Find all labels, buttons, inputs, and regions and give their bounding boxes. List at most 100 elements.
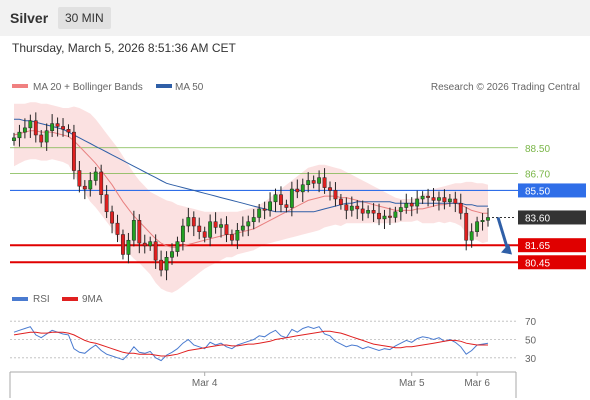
level-label-80.45: 80.45: [518, 255, 586, 270]
candle: [230, 229, 234, 246]
candle: [257, 203, 262, 223]
candle: [126, 232, 131, 264]
candle: [366, 205, 371, 219]
level-value: 83.60: [525, 213, 550, 224]
candle: [110, 205, 114, 234]
candle: [224, 216, 229, 243]
candle: [115, 214, 120, 243]
candle: [148, 236, 153, 251]
ma50-line: [14, 118, 488, 213]
candle: [28, 114, 33, 138]
candle: [262, 201, 267, 220]
candle: [382, 209, 387, 229]
candle: [202, 226, 207, 243]
legend-swatch-ma20: [12, 84, 28, 88]
candle: [66, 124, 71, 138]
candle: [475, 216, 480, 237]
legend-label-ma50: MA 50: [175, 82, 204, 93]
copyright-text: Research © 2026 Trading Central: [431, 82, 580, 93]
candle: [121, 229, 125, 260]
candle: [437, 191, 441, 211]
level-value: 88.50: [525, 144, 550, 155]
candle: [458, 193, 463, 220]
candle: [159, 250, 164, 277]
main-legend: MA 20 + Bollinger Bands MA 50 Research ©…: [12, 82, 580, 93]
rsi-line: [13, 326, 489, 362]
candle: [213, 212, 218, 234]
candle: [360, 200, 365, 221]
candle: [447, 194, 452, 207]
candle: [208, 214, 213, 247]
level-label-85.50: 85.50: [518, 183, 586, 198]
candle: [72, 124, 76, 180]
candle: [180, 218, 185, 251]
candle: [344, 197, 349, 220]
level-label-88.50: 88.50: [525, 144, 550, 155]
candle: [371, 203, 376, 223]
candle: [186, 207, 191, 233]
x-tick-label: Mar 5: [399, 378, 425, 389]
timeframe-badge[interactable]: 30 MIN: [58, 7, 111, 29]
candle: [469, 223, 474, 248]
candle: [77, 161, 82, 193]
x-tick-label: Mar 6: [464, 378, 490, 389]
level-value: 86.70: [525, 169, 550, 180]
rsi-legend: RSI 9MA: [12, 294, 103, 305]
candle: [170, 243, 174, 265]
level-value: 81.65: [525, 241, 550, 252]
candle: [322, 168, 327, 194]
time-axis: Mar 4 Mar 5 Mar 6: [9, 371, 517, 398]
candle: [33, 112, 38, 143]
rsi-tick-label: 50: [525, 336, 537, 347]
legend-swatch-rsi: [12, 297, 28, 301]
legend-label-rsi: RSI: [33, 294, 50, 305]
candle: [311, 175, 316, 189]
candle: [453, 191, 458, 213]
candle: [39, 130, 44, 148]
candle: [415, 190, 420, 214]
candle: [393, 206, 398, 223]
candle: [284, 199, 289, 213]
level-label-86.70: 86.70: [525, 169, 550, 180]
candle: [486, 207, 490, 227]
candle: [131, 210, 136, 247]
candle: [289, 181, 294, 217]
level-value: 80.45: [525, 258, 550, 269]
candle: [398, 200, 403, 221]
candle: [317, 170, 322, 193]
candlesticks: [12, 112, 490, 281]
candle: [99, 164, 104, 204]
candle: [246, 215, 251, 237]
candle: [219, 218, 223, 238]
candle: [338, 194, 343, 210]
candle: [61, 118, 65, 137]
candle: [480, 213, 485, 231]
candle: [279, 186, 283, 213]
candle: [104, 185, 109, 219]
candle: [333, 182, 338, 207]
candle: [22, 118, 27, 139]
candle: [191, 211, 196, 237]
moving-averages: [13, 118, 488, 248]
forecast-arrow-head: [501, 243, 512, 255]
candle: [251, 209, 256, 230]
candle: [235, 223, 240, 250]
candle: [55, 117, 60, 137]
candle: [420, 191, 425, 204]
level-label-81.65: 81.65: [518, 238, 586, 253]
chart-datetime: Thursday, March 5, 2026 8:51:36 AM CET: [12, 41, 236, 55]
candle: [240, 216, 245, 237]
ma20-line: [13, 130, 488, 248]
candle: [142, 234, 147, 254]
candle: [388, 207, 392, 226]
candle: [12, 132, 16, 146]
forecast-arrow-shaft: [496, 217, 510, 251]
candle: [17, 124, 22, 147]
level-labels: 88.50 86.70 85.50 83.60 81.65 80.45: [518, 144, 586, 270]
instrument-title: Silver: [10, 10, 49, 26]
rsi-panel: 30 50 70: [10, 317, 537, 365]
candle: [409, 197, 414, 217]
forecast-arrow: [496, 217, 512, 255]
candle: [50, 114, 55, 137]
candle: [44, 123, 49, 151]
